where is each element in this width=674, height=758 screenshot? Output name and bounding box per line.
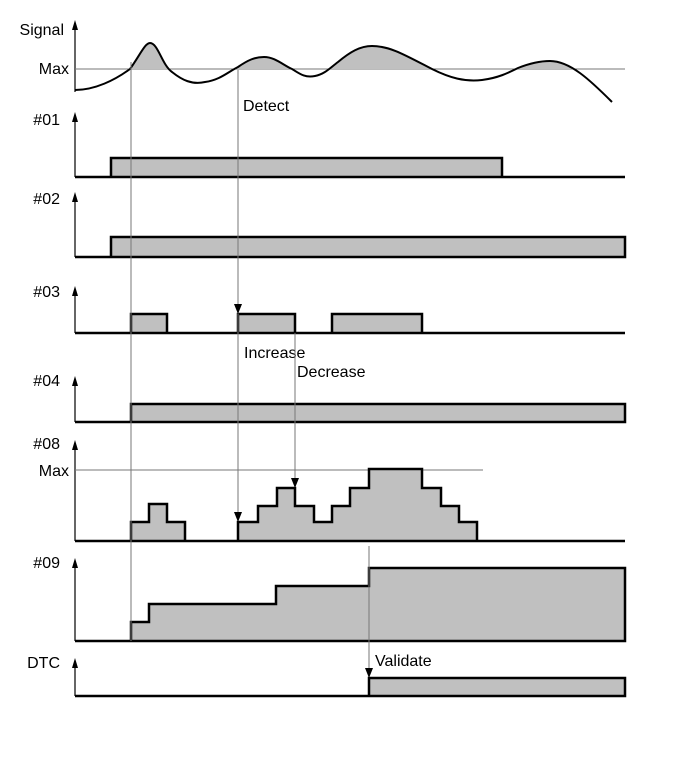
row-label: Signal — [20, 22, 64, 39]
axis-arrow — [72, 376, 78, 386]
trace — [75, 566, 627, 643]
row-label: DTC — [27, 655, 60, 672]
row-label: #08 — [33, 436, 60, 453]
axis-arrow — [72, 440, 78, 450]
annotation: Increase — [244, 345, 305, 362]
axis-arrow — [72, 112, 78, 122]
trace — [75, 235, 627, 259]
event-arrow — [291, 478, 299, 488]
axis-arrow — [72, 20, 78, 30]
row-label: #04 — [33, 373, 60, 390]
axis-arrow — [72, 658, 78, 668]
max-label: Max — [39, 61, 69, 78]
axis-arrow — [72, 558, 78, 568]
axis-arrow — [72, 286, 78, 296]
signal-curve — [74, 41, 613, 103]
row-label: #09 — [33, 555, 60, 572]
trace — [75, 312, 625, 335]
annotation: Decrease — [297, 364, 366, 381]
annotation: Validate — [375, 653, 432, 670]
event-arrow — [234, 304, 242, 314]
trace — [75, 402, 627, 424]
row-label: #02 — [33, 191, 60, 208]
signal-fill — [75, 43, 612, 69]
trace — [75, 156, 625, 179]
max-label: Max — [39, 463, 69, 480]
event-arrow — [234, 512, 242, 522]
trace — [75, 676, 627, 698]
axis-arrow — [72, 192, 78, 202]
event-arrow — [365, 668, 373, 678]
annotation: Detect — [243, 98, 290, 115]
trace — [75, 467, 625, 543]
row-label: #03 — [33, 284, 60, 301]
row-label: #01 — [33, 112, 60, 129]
